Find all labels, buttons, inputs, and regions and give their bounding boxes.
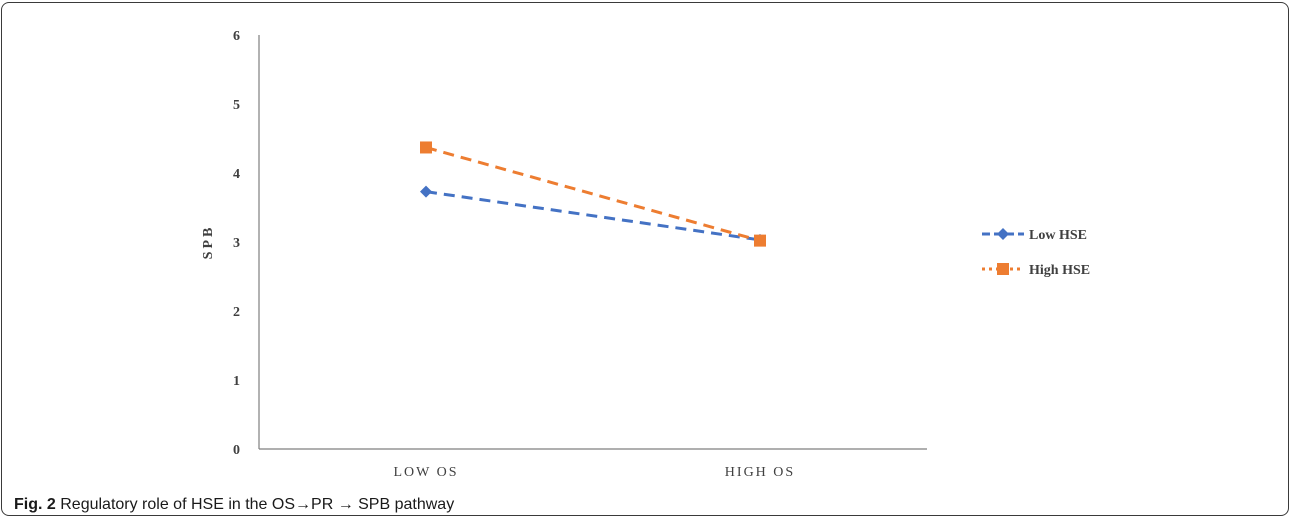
series-high-hse (420, 141, 766, 247)
legend-item: Low HSE (982, 228, 1087, 243)
legend-marker (997, 263, 1009, 275)
x-category-label: HIGH OS (725, 465, 795, 480)
y-tick-label: 1 (233, 374, 240, 389)
x-category-label: LOW OS (393, 465, 458, 480)
legend-label: Low HSE (1029, 228, 1087, 243)
y-tick-label: 2 (233, 305, 240, 320)
y-tick-label: 4 (233, 167, 240, 182)
data-point (420, 185, 432, 198)
figure-label: Fig. 2 (14, 496, 56, 513)
legend-label: High HSE (1029, 263, 1090, 278)
line-chart: 0 1 2 3 4 5 6 LOW OS HIGH OS SPB Low HSE High HS… (201, 29, 1090, 480)
chart-axes (258, 35, 927, 450)
y-tick-label: 6 (233, 29, 240, 44)
figure-caption-text: Regulatory role of HSE in the OS→PR → SP… (60, 496, 455, 513)
x-category-labels: LOW OS HIGH OS (393, 465, 795, 480)
legend-item: High HSE (982, 263, 1090, 278)
chart-legend: Low HSE High HSE (982, 228, 1090, 278)
data-point (754, 234, 766, 247)
series-low-hse (420, 185, 766, 246)
legend-marker (997, 228, 1009, 240)
y-axis-label: SPB (201, 225, 216, 260)
y-tick-labels: 0 1 2 3 4 5 6 (233, 29, 240, 458)
chart-series (420, 141, 766, 247)
series-line (425, 190, 761, 242)
y-tick-label: 0 (233, 443, 240, 458)
data-point (420, 141, 432, 154)
y-tick-label: 3 (233, 236, 240, 251)
y-tick-label: 5 (233, 98, 240, 113)
figure-caption: Fig. 2 Regulatory role of HSE in the OS→… (14, 496, 454, 514)
series-line (425, 146, 761, 243)
